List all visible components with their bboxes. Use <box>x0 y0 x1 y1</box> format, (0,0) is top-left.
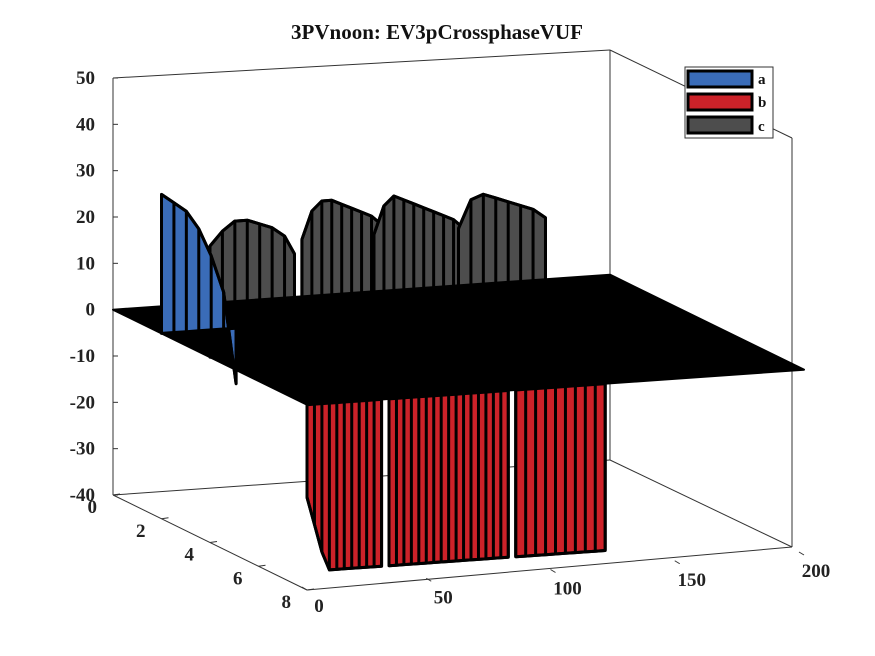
series-c-panel-2-edge <box>372 194 465 235</box>
series-b-segment-2 <box>514 382 607 559</box>
x-tick-mark <box>425 577 432 582</box>
series-c-panel-1-edge <box>300 198 393 240</box>
z-tick-label: 40 <box>76 114 95 135</box>
z-tick-label: -20 <box>70 392 95 413</box>
z-tick-label: 50 <box>76 68 95 89</box>
legend-swatch-b <box>686 92 754 112</box>
legend-swatch-a <box>686 69 754 89</box>
tick-labels: -40 -30 -20 -10 0 10 20 30 40 50 0 50 100 150 200 0 2 4 6 8 <box>70 68 831 617</box>
bottom-x-axis <box>306 546 793 591</box>
y-tick-mark <box>161 517 169 520</box>
axes-box <box>112 49 793 591</box>
surfaces <box>112 192 805 572</box>
z-tick-label: 20 <box>76 207 95 228</box>
y-tick-label: 2 <box>136 521 146 542</box>
x-tick-mark <box>550 569 556 573</box>
z-tick-label: -10 <box>70 346 95 367</box>
x-tick-label: 200 <box>802 561 831 582</box>
x-tick-label: 50 <box>434 587 453 608</box>
y-tick-mark <box>306 588 315 591</box>
series-b-segment-2-edge <box>515 549 606 559</box>
y-tick-mark <box>258 564 266 567</box>
x-tick-label: 150 <box>678 570 707 591</box>
legend-label-c: c <box>758 119 765 135</box>
back-floor-edge <box>609 459 793 548</box>
x-tick-label: 100 <box>553 579 582 600</box>
legend-label-b: b <box>758 95 766 111</box>
x-tick-mark <box>674 560 681 565</box>
x-tick-mark <box>798 551 805 556</box>
series-c-panel-0-edge <box>208 218 296 255</box>
z-tick-label: -30 <box>70 439 95 460</box>
z-tick-label: 0 <box>86 300 96 321</box>
legend: a b c <box>684 66 774 139</box>
back-top-edge <box>112 49 611 79</box>
y-tick-mark <box>209 541 218 543</box>
z-tick-label: -40 <box>70 485 95 506</box>
zero-plane <box>112 273 805 406</box>
z-tick-label: 30 <box>76 161 95 182</box>
x-tick-label: 0 <box>314 596 324 617</box>
series-a-surface-edge <box>160 193 238 385</box>
y-tick-mark <box>112 493 121 496</box>
y-tick-label: 0 <box>88 497 98 518</box>
x-tick-mark <box>301 586 308 591</box>
y-tick-label: 4 <box>185 545 195 566</box>
chart-title: 3PVnoon: EV3pCrossphaseVUF <box>291 20 583 44</box>
tick-marks <box>112 77 805 591</box>
series-b-segment-1-edge <box>388 555 509 568</box>
legend-label-a: a <box>758 72 766 88</box>
y-tick-label: 8 <box>282 592 292 613</box>
y-tick-label: 6 <box>233 568 243 589</box>
series-b-segment-0-edge <box>305 496 382 572</box>
series-c-panel-3-edge <box>457 192 547 230</box>
z-tick-label: 10 <box>76 253 95 274</box>
legend-swatch-c <box>686 115 754 135</box>
